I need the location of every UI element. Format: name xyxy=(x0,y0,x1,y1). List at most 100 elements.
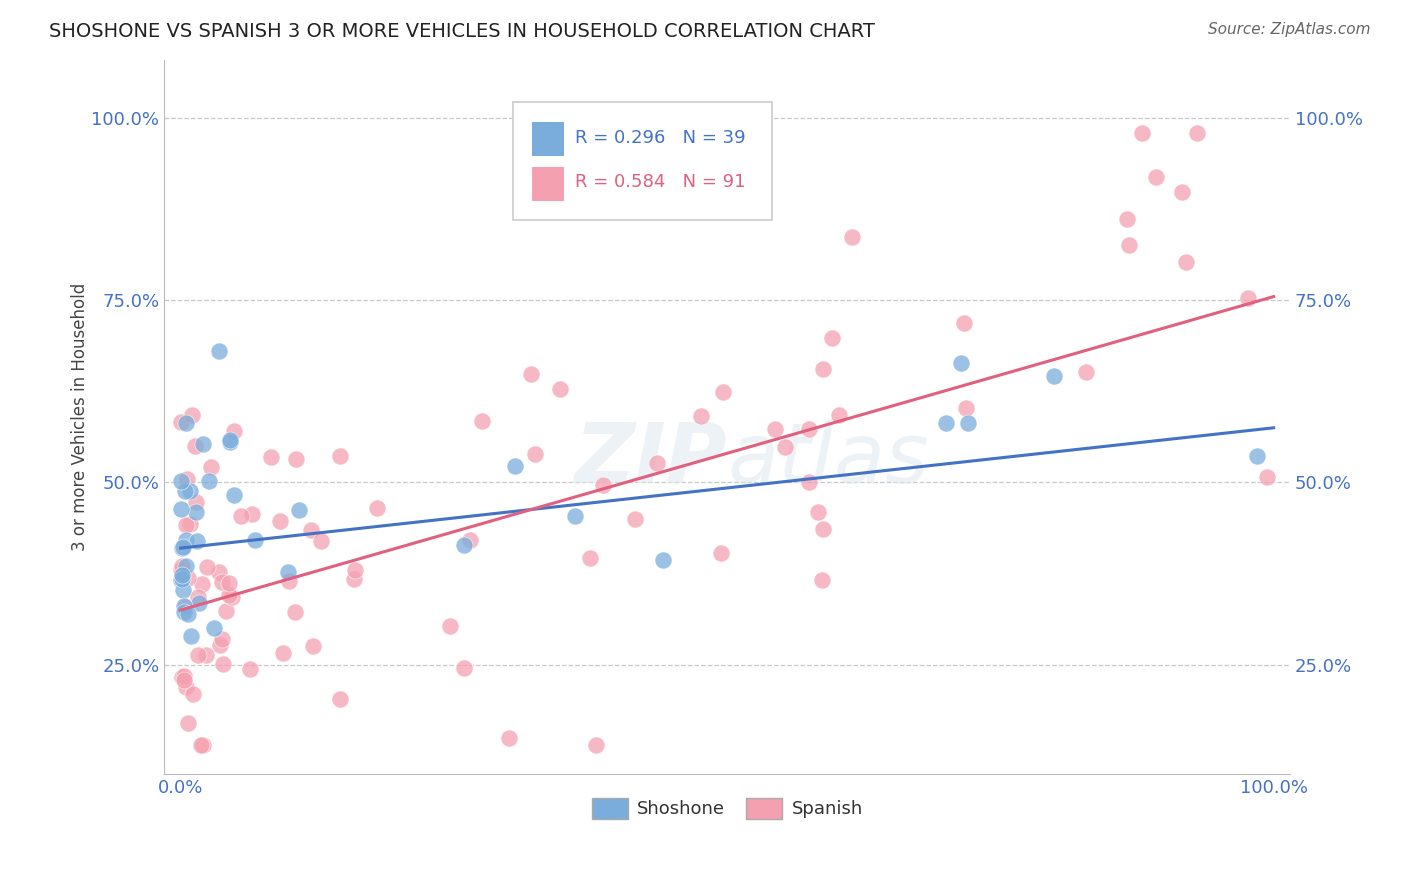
Point xyxy=(211,632,233,647)
Point xyxy=(301,523,323,537)
Point xyxy=(498,731,520,745)
Point xyxy=(269,514,291,528)
Point xyxy=(453,661,475,675)
Point xyxy=(548,383,571,397)
Point xyxy=(173,669,195,683)
Text: Source: ZipAtlas.com: Source: ZipAtlas.com xyxy=(1208,22,1371,37)
Point xyxy=(955,401,977,416)
Point xyxy=(224,488,246,502)
Point xyxy=(343,572,366,586)
Point xyxy=(799,422,821,436)
Point xyxy=(184,439,207,453)
Point xyxy=(208,344,231,359)
Point xyxy=(271,646,294,660)
Point xyxy=(1132,126,1154,140)
Point xyxy=(366,501,388,516)
Point xyxy=(186,495,208,509)
Point xyxy=(524,447,547,461)
FancyBboxPatch shape xyxy=(533,122,564,156)
Text: R = 0.584   N = 91: R = 0.584 N = 91 xyxy=(575,174,745,192)
Point xyxy=(810,573,832,587)
Point xyxy=(806,505,828,519)
Point xyxy=(176,571,198,585)
Point xyxy=(797,475,820,490)
Point xyxy=(811,362,834,376)
Point xyxy=(170,415,193,429)
Point xyxy=(773,440,796,454)
Point xyxy=(187,590,209,604)
Point xyxy=(329,449,352,463)
Point xyxy=(1175,254,1198,268)
Point xyxy=(176,559,198,574)
Point xyxy=(439,619,461,633)
Point xyxy=(173,540,195,554)
Point xyxy=(260,450,283,464)
Point xyxy=(211,575,233,590)
Point xyxy=(176,472,198,486)
FancyBboxPatch shape xyxy=(513,103,772,220)
Point xyxy=(173,599,195,614)
Point xyxy=(173,673,195,687)
Point xyxy=(245,533,267,548)
Point xyxy=(240,508,263,522)
Point xyxy=(935,417,957,431)
Point xyxy=(180,409,202,423)
Point xyxy=(193,738,215,752)
Point xyxy=(1256,470,1278,484)
Point xyxy=(284,451,307,466)
Point xyxy=(170,670,193,684)
Point xyxy=(277,566,299,580)
Point xyxy=(170,541,193,555)
Point xyxy=(841,230,863,244)
Point xyxy=(208,638,231,652)
Point xyxy=(191,437,214,451)
Point xyxy=(173,599,195,614)
Point xyxy=(181,687,204,701)
Text: SHOSHONE VS SPANISH 3 OR MORE VEHICLES IN HOUSEHOLD CORRELATION CHART: SHOSHONE VS SPANISH 3 OR MORE VEHICLES I… xyxy=(49,22,875,41)
Point xyxy=(329,691,352,706)
Point xyxy=(1185,126,1208,140)
Point xyxy=(177,716,200,731)
Point xyxy=(180,629,202,643)
Point xyxy=(813,522,835,536)
Point xyxy=(953,316,976,330)
Point xyxy=(170,573,193,587)
Point xyxy=(174,533,197,547)
Point xyxy=(1170,185,1192,199)
Point xyxy=(208,565,231,579)
Point xyxy=(190,738,212,752)
Point xyxy=(311,533,333,548)
Point xyxy=(173,605,195,619)
Point xyxy=(169,563,191,577)
Point xyxy=(218,576,240,591)
Point xyxy=(1236,291,1258,305)
Point xyxy=(179,484,201,499)
Point xyxy=(200,460,222,475)
Point xyxy=(301,639,323,653)
FancyBboxPatch shape xyxy=(533,167,564,201)
Point xyxy=(212,657,235,672)
Point xyxy=(198,475,221,489)
Point xyxy=(174,518,197,533)
Point xyxy=(1118,238,1140,252)
Point xyxy=(218,434,240,449)
Point xyxy=(222,424,245,438)
Point xyxy=(284,605,307,619)
Point xyxy=(277,574,299,588)
Point xyxy=(579,551,602,566)
Point xyxy=(194,648,217,663)
Point xyxy=(690,409,713,423)
Point xyxy=(592,477,614,491)
Point xyxy=(176,607,198,621)
Point xyxy=(170,474,193,488)
Point xyxy=(170,572,193,586)
Point xyxy=(288,503,311,517)
Point xyxy=(184,505,207,519)
Point xyxy=(1043,368,1066,383)
Point xyxy=(647,456,669,470)
Point xyxy=(191,577,214,591)
Point xyxy=(170,559,193,574)
Point xyxy=(763,422,786,436)
Point xyxy=(187,648,209,663)
Point xyxy=(179,516,201,531)
